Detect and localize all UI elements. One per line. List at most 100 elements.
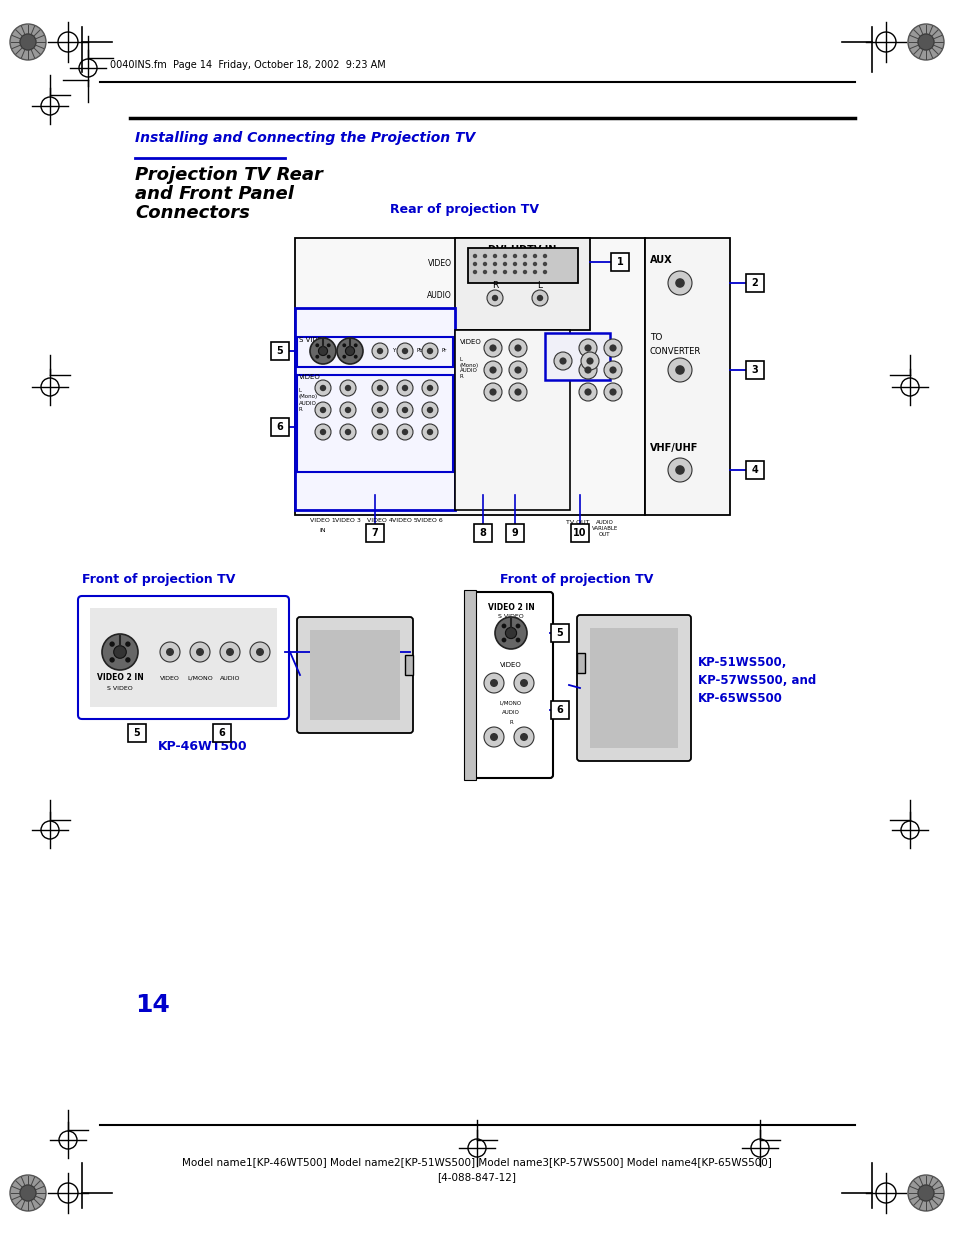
Circle shape	[522, 254, 527, 258]
Circle shape	[401, 385, 408, 391]
Text: VIDEO: VIDEO	[428, 258, 452, 268]
Circle shape	[327, 354, 331, 358]
Bar	[745, 461, 763, 479]
Circle shape	[372, 343, 388, 359]
Circle shape	[917, 1184, 933, 1202]
Text: Pb: Pb	[416, 348, 423, 353]
Circle shape	[342, 343, 346, 347]
Circle shape	[20, 33, 36, 51]
FancyBboxPatch shape	[78, 597, 289, 719]
Circle shape	[584, 388, 591, 395]
Circle shape	[396, 403, 413, 417]
Text: VIDEO 3: VIDEO 3	[335, 517, 360, 522]
Text: 4: 4	[751, 466, 758, 475]
Circle shape	[396, 424, 413, 440]
Text: 6: 6	[276, 422, 283, 432]
Circle shape	[532, 290, 547, 306]
Circle shape	[542, 254, 547, 258]
Circle shape	[603, 383, 621, 401]
Bar	[366, 524, 384, 542]
Text: 14: 14	[135, 993, 170, 1016]
Bar	[474, 524, 492, 542]
Bar	[405, 655, 413, 676]
Circle shape	[376, 348, 383, 354]
Text: 5: 5	[556, 629, 563, 638]
Circle shape	[336, 338, 363, 364]
Circle shape	[396, 343, 413, 359]
Text: VIDEO: VIDEO	[298, 374, 320, 380]
Text: VIDEO 4: VIDEO 4	[367, 517, 393, 522]
Circle shape	[603, 361, 621, 379]
Circle shape	[609, 367, 616, 374]
Bar	[90, 608, 276, 706]
Circle shape	[372, 403, 388, 417]
Text: OUT: OUT	[582, 340, 597, 346]
Circle shape	[372, 424, 388, 440]
Circle shape	[667, 458, 691, 482]
Circle shape	[483, 727, 503, 747]
Text: 10: 10	[573, 529, 586, 538]
Circle shape	[319, 385, 326, 391]
Circle shape	[515, 637, 520, 642]
Circle shape	[372, 380, 388, 396]
Text: R: R	[492, 282, 497, 290]
Circle shape	[513, 269, 517, 274]
Text: S VIDEO: S VIDEO	[497, 615, 523, 620]
Circle shape	[489, 367, 497, 374]
Circle shape	[421, 343, 437, 359]
Circle shape	[310, 338, 335, 364]
Text: KP-51WS500,: KP-51WS500,	[698, 657, 786, 669]
Circle shape	[515, 624, 520, 629]
Bar	[551, 701, 568, 719]
Bar	[455, 330, 569, 510]
Circle shape	[603, 338, 621, 357]
Circle shape	[502, 269, 507, 274]
FancyBboxPatch shape	[577, 615, 690, 761]
Circle shape	[493, 254, 497, 258]
Circle shape	[190, 642, 210, 662]
Circle shape	[110, 657, 114, 663]
Circle shape	[483, 361, 501, 379]
Circle shape	[907, 23, 943, 61]
Bar	[505, 524, 523, 542]
Circle shape	[482, 269, 487, 274]
Text: KP-57WS500, and: KP-57WS500, and	[698, 674, 816, 688]
Circle shape	[421, 403, 437, 417]
Circle shape	[584, 345, 591, 352]
Circle shape	[426, 348, 433, 354]
Text: Rear of projection TV: Rear of projection TV	[390, 204, 538, 216]
Text: KP-46WT500: KP-46WT500	[158, 741, 248, 753]
Text: 6: 6	[218, 727, 225, 739]
Circle shape	[502, 262, 507, 267]
Bar	[468, 248, 578, 283]
Text: 6: 6	[556, 705, 563, 715]
Circle shape	[493, 269, 497, 274]
Circle shape	[509, 361, 526, 379]
Text: Front of projection TV: Front of projection TV	[499, 573, 653, 587]
Circle shape	[315, 343, 319, 347]
Circle shape	[339, 424, 355, 440]
Bar	[271, 342, 289, 359]
Circle shape	[315, 354, 319, 358]
Circle shape	[514, 367, 521, 374]
Text: 5: 5	[133, 727, 140, 739]
Circle shape	[490, 679, 497, 687]
Circle shape	[502, 254, 507, 258]
Circle shape	[489, 388, 497, 395]
Text: 2: 2	[751, 278, 758, 288]
Circle shape	[220, 642, 240, 662]
Text: DVI-HDTV IN: DVI-HDTV IN	[488, 245, 557, 254]
Circle shape	[493, 262, 497, 267]
Text: Pr: Pr	[441, 348, 447, 353]
Circle shape	[505, 627, 517, 638]
Text: 0040INS.fm  Page 14  Friday, October 18, 2002  9:23 AM: 0040INS.fm Page 14 Friday, October 18, 2…	[110, 61, 385, 70]
Circle shape	[483, 673, 503, 693]
Circle shape	[125, 657, 131, 663]
Circle shape	[396, 380, 413, 396]
Circle shape	[342, 354, 346, 358]
Circle shape	[492, 295, 497, 301]
Circle shape	[473, 262, 476, 267]
Circle shape	[482, 254, 487, 258]
Circle shape	[609, 345, 616, 352]
Text: TV OUT: TV OUT	[566, 520, 589, 525]
